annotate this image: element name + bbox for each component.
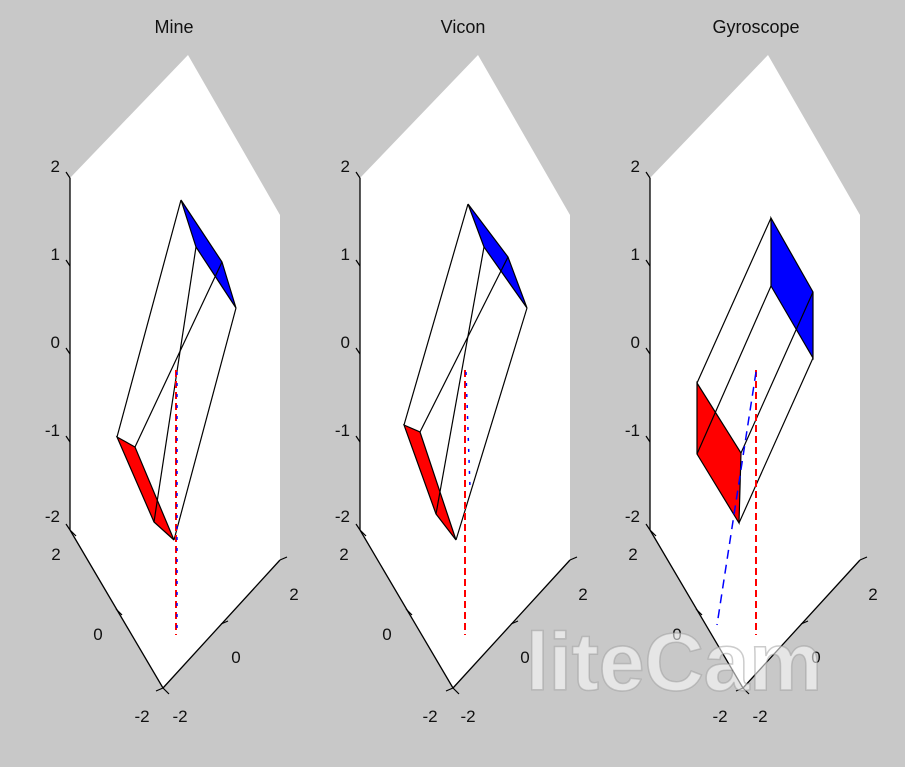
- box-edges: [403, 203, 528, 541]
- x-tick-neg2: -2: [172, 707, 187, 726]
- box-vicon: [402, 203, 528, 541]
- y-tick-2: 2: [51, 545, 60, 564]
- litecam-watermark: liteCam: [526, 617, 822, 708]
- z-tick-neg2: -2: [625, 507, 640, 526]
- y-tick-neg2: -2: [422, 707, 437, 726]
- x-tick-0: 0: [231, 648, 240, 667]
- panel-title-gyroscope: Gyroscope: [712, 17, 799, 37]
- z-tick-neg1: -1: [335, 421, 350, 440]
- x-tick-0: 0: [811, 648, 820, 667]
- tick-marks: [65, 171, 288, 695]
- panel-title-mine: Mine: [154, 17, 193, 37]
- z-tick-1: 1: [631, 245, 640, 264]
- x-tick-0: 0: [520, 648, 529, 667]
- tick-marks: [645, 171, 868, 695]
- z-tick-neg1: -1: [45, 421, 60, 440]
- panel-title-vicon: Vicon: [441, 17, 486, 37]
- y-tick-2: 2: [339, 545, 348, 564]
- z-tick-2: 2: [51, 157, 60, 176]
- subplot-vicon: Vicon 2 1 0 -1 -2 2 0 -2 2 0 -2: [335, 17, 588, 726]
- x-tick-2: 2: [868, 585, 877, 604]
- z-tick-neg1: -1: [625, 421, 640, 440]
- subplot-gyroscope: Gyroscope 2 1 0 -1 -2 2 0 -2 2 0 -2: [625, 17, 878, 726]
- z-tick-0: 0: [631, 333, 640, 352]
- y-tick-0: 0: [93, 625, 102, 644]
- z-tick-1: 1: [341, 245, 350, 264]
- dashed-line-blue: [716, 371, 757, 626]
- z-tick-neg2: -2: [335, 507, 350, 526]
- y-tick-neg2: -2: [712, 707, 727, 726]
- tick-marks: [355, 171, 578, 695]
- x-tick-neg2: -2: [460, 707, 475, 726]
- y-tick-neg2: -2: [134, 707, 149, 726]
- x-tick-neg2: -2: [752, 707, 767, 726]
- y-tick-2: 2: [628, 545, 637, 564]
- y-tick-0: 0: [672, 625, 681, 644]
- z-tick-2: 2: [631, 157, 640, 176]
- x-tick-2: 2: [289, 585, 298, 604]
- y-tick-0: 0: [382, 625, 391, 644]
- subplot-mine: Mine 2 1 0 -1 -2 2 0 -2 2 0 -2: [45, 17, 299, 726]
- box-gyroscope: [696, 215, 814, 526]
- z-tick-neg2: -2: [45, 507, 60, 526]
- z-tick-2: 2: [341, 157, 350, 176]
- z-tick-0: 0: [51, 333, 60, 352]
- z-tick-1: 1: [51, 245, 60, 264]
- z-tick-0: 0: [341, 333, 350, 352]
- x-tick-2: 2: [578, 585, 587, 604]
- box-edges: [696, 217, 814, 524]
